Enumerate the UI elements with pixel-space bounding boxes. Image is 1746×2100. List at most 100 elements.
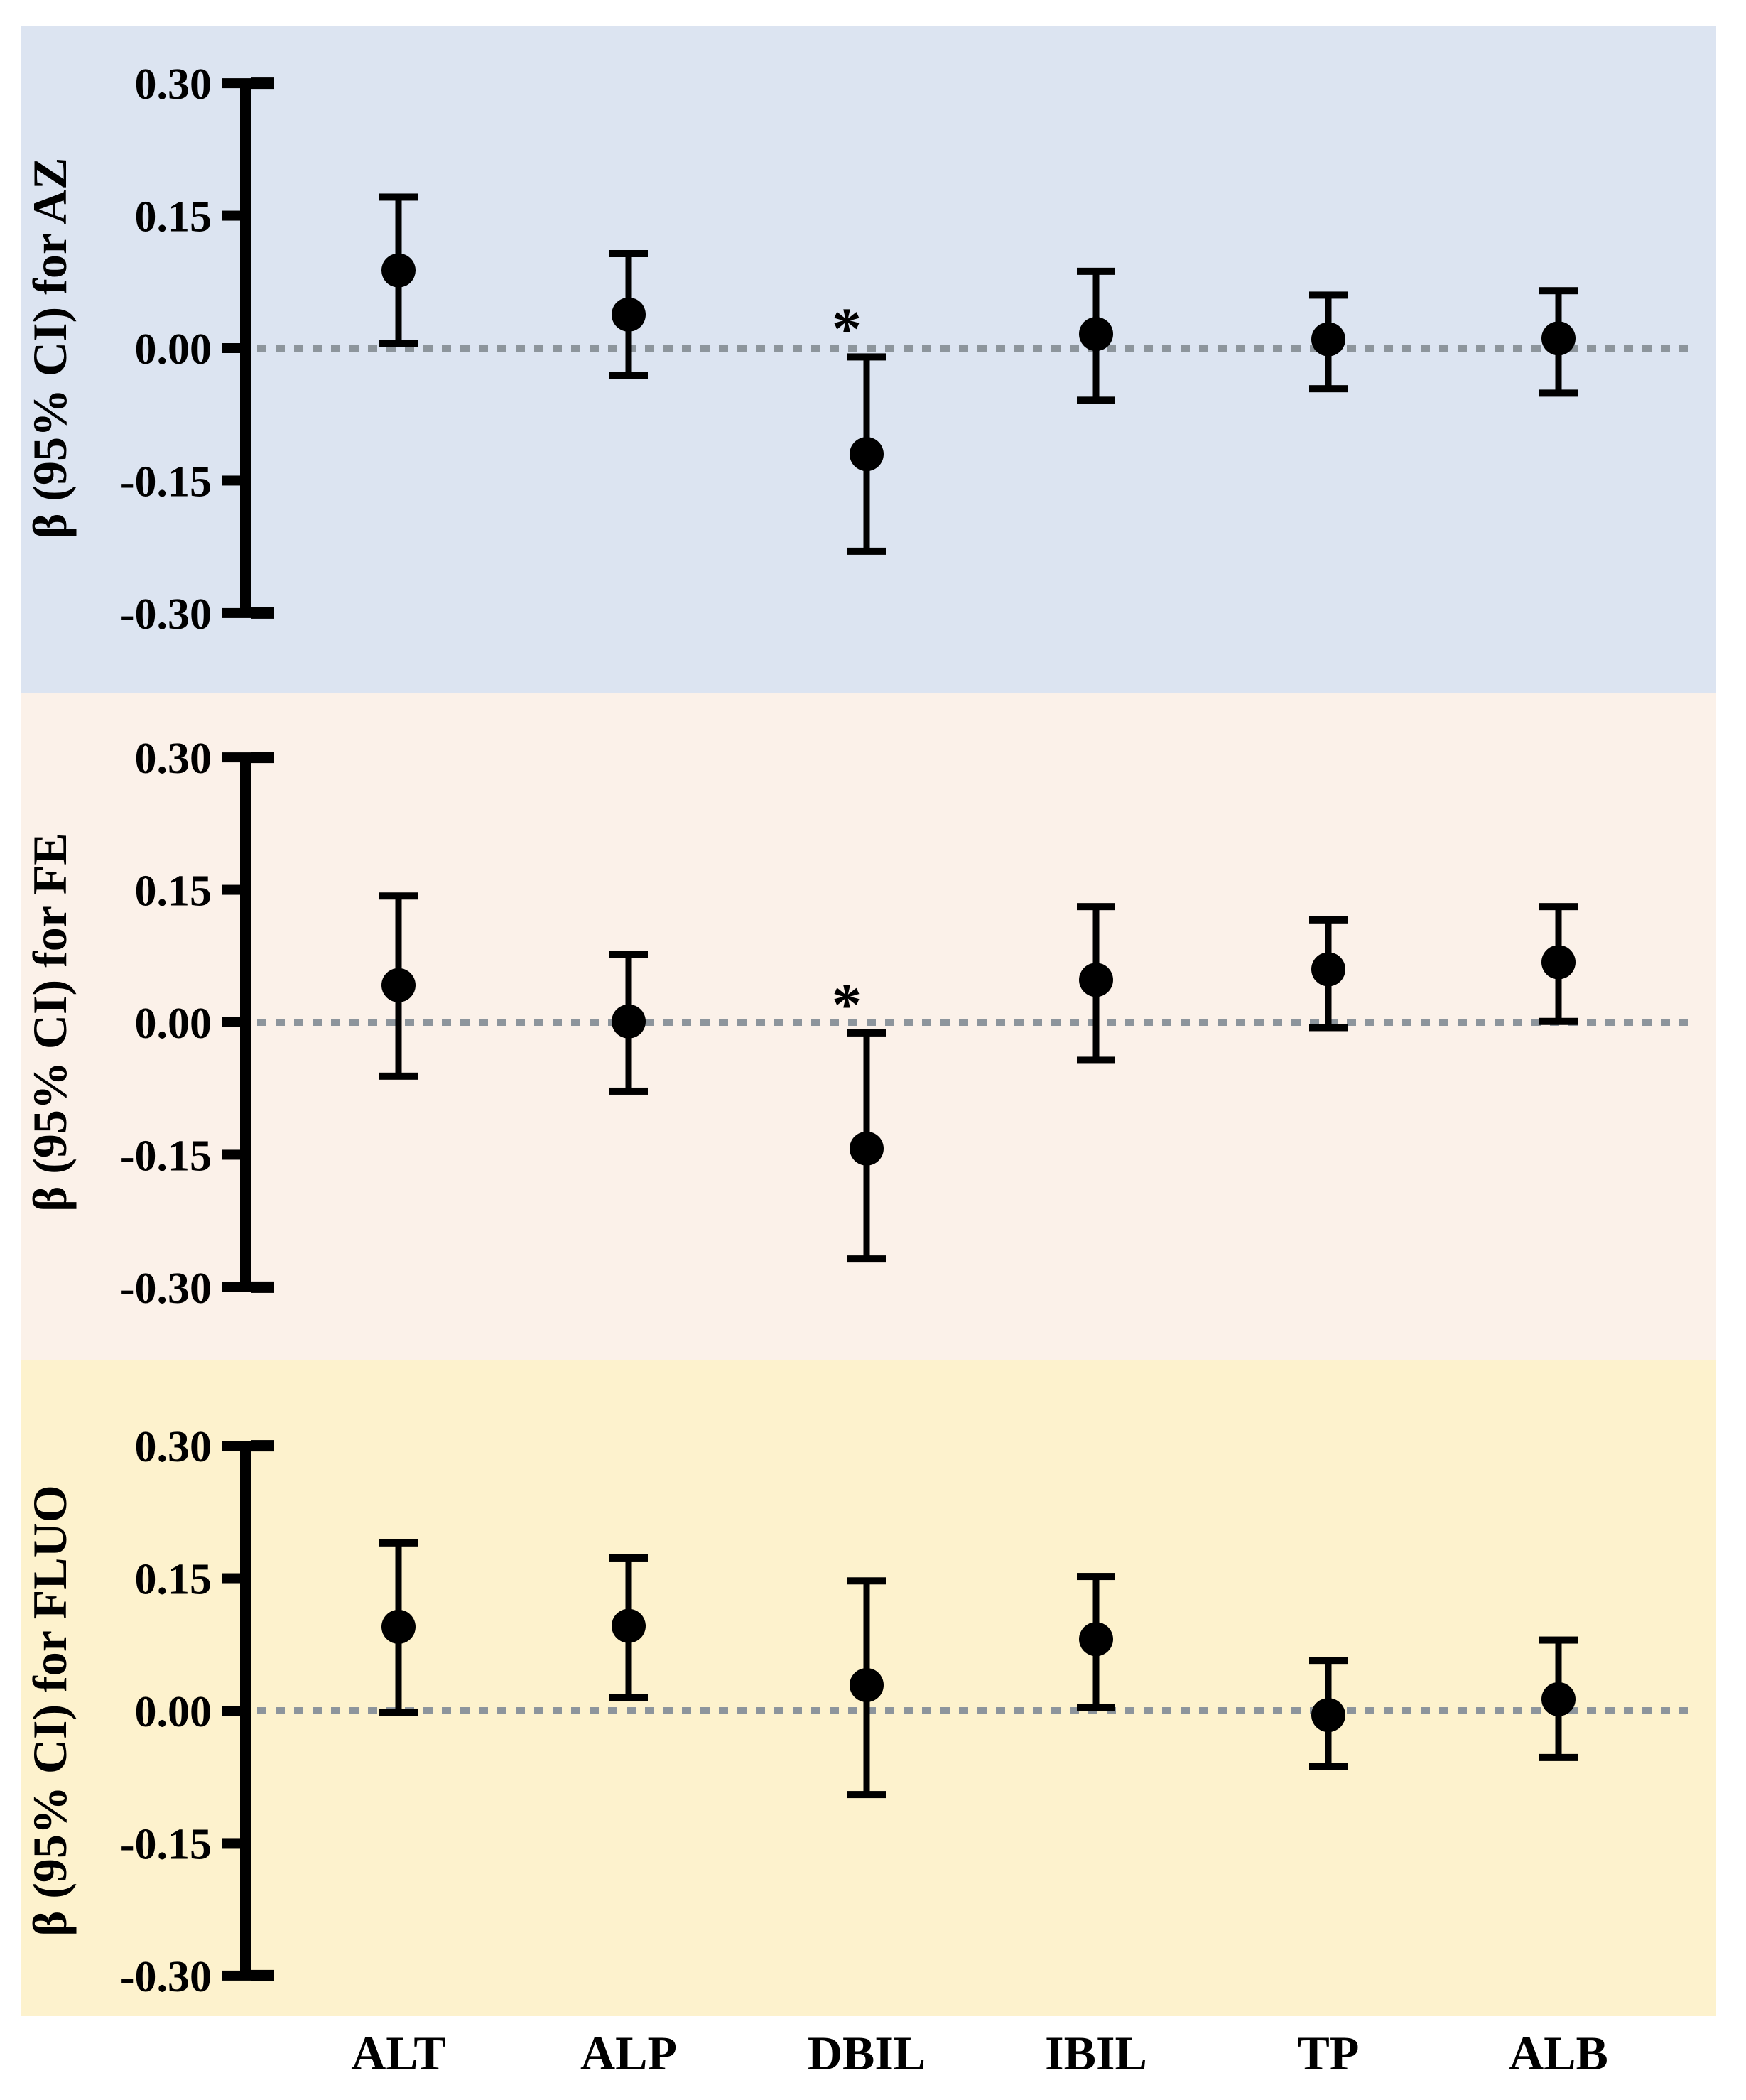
y-tick-label: 0.15 xyxy=(135,867,212,916)
ci-cap-upper xyxy=(1539,903,1578,911)
y-axis-end-tick xyxy=(251,607,274,619)
beta-point xyxy=(1079,963,1113,997)
y-axis-end-tick xyxy=(251,752,274,764)
y-axis-title-az: β (95% CI) for AZ xyxy=(23,158,77,539)
ci-cap-lower xyxy=(609,1694,648,1701)
ci-cap-upper xyxy=(847,353,886,361)
ci-cap-lower xyxy=(847,547,886,555)
y-tick-label: 0.30 xyxy=(135,1423,212,1471)
x-category-label: ALT xyxy=(351,2026,446,2080)
y-tick-label: -0.15 xyxy=(120,1132,212,1180)
ci-cap-lower xyxy=(1309,1763,1348,1770)
beta-point xyxy=(381,1609,416,1644)
y-axis-tick xyxy=(222,210,240,221)
ci-cap-upper xyxy=(379,193,418,201)
ci-cap-upper xyxy=(1539,287,1578,295)
beta-point xyxy=(612,1608,646,1643)
y-axis-end-tick xyxy=(251,1969,274,1981)
ci-cap-lower xyxy=(379,340,418,347)
ci-cap-lower xyxy=(609,372,648,379)
y-axis-spine xyxy=(240,752,251,1292)
significance-asterisk: * xyxy=(832,972,862,1038)
y-axis-title-fe: β (95% CI) for FE xyxy=(23,833,77,1211)
y-tick-label: -0.15 xyxy=(120,458,212,506)
ci-cap-upper xyxy=(1077,267,1115,275)
ci-cap-lower xyxy=(379,1709,418,1716)
ci-cap-upper xyxy=(609,1554,648,1562)
ci-cap-upper xyxy=(1077,903,1115,911)
x-category-label: DBIL xyxy=(808,2026,926,2080)
y-tick-label: 0.00 xyxy=(135,1688,212,1736)
y-axis-tick xyxy=(222,1149,240,1160)
x-category-label: ALP xyxy=(580,2026,677,2080)
beta-point xyxy=(1541,1682,1576,1716)
ci-cap-upper xyxy=(609,249,648,257)
y-axis-title-fluo: β (95% CI) for FLUO xyxy=(23,1485,77,1936)
beta-point xyxy=(1541,321,1576,356)
beta-point xyxy=(612,1004,646,1039)
ci-cap-upper xyxy=(1077,1573,1115,1581)
ci-cap-lower xyxy=(1309,385,1348,393)
beta-point xyxy=(850,1131,884,1166)
beta-point xyxy=(1311,322,1345,357)
ci-cap-lower xyxy=(1539,1753,1578,1761)
y-axis-spine xyxy=(240,78,251,618)
y-tick-label: -0.30 xyxy=(120,1265,212,1313)
y-tick-label: -0.30 xyxy=(120,590,212,639)
y-tick-label: 0.15 xyxy=(135,193,212,242)
y-tick-label: 0.30 xyxy=(135,735,212,783)
y-axis-tick xyxy=(222,1970,240,1981)
y-axis-spine xyxy=(240,1441,251,1981)
ci-cap-upper xyxy=(379,892,418,900)
y-axis-end-tick xyxy=(251,1281,274,1293)
ci-cap-lower xyxy=(1077,1056,1115,1064)
ci-cap-lower xyxy=(1309,1024,1348,1032)
beta-point xyxy=(1311,952,1345,987)
x-category-label: TP xyxy=(1298,2026,1360,2080)
ci-cap-lower xyxy=(1077,396,1115,404)
ci-cap-lower xyxy=(609,1087,648,1095)
y-tick-label: 0.00 xyxy=(135,325,212,374)
beta-point xyxy=(1079,1622,1113,1657)
chart-marks: 0.30 0.15 0.00 -0.15 -0.30 * 0.30 0.15 0.00 -0.15… xyxy=(120,60,1698,2080)
x-category-label: IBIL xyxy=(1045,2026,1147,2080)
y-axis-tick xyxy=(222,475,240,486)
ci-cap-upper xyxy=(1309,916,1348,924)
ci-cap-lower xyxy=(1539,1017,1578,1025)
ci-cap-lower xyxy=(379,1072,418,1080)
beta-point xyxy=(1079,317,1113,352)
beta-point xyxy=(381,968,416,1002)
y-axis-tick xyxy=(222,752,240,763)
y-axis-end-tick xyxy=(251,77,274,90)
y-tick-label: 0.15 xyxy=(135,1556,212,1604)
beta-point xyxy=(1541,945,1576,980)
y-axis-tick xyxy=(222,884,240,895)
y-axis-tick xyxy=(222,1282,240,1292)
beta-point xyxy=(612,297,646,332)
beta-point xyxy=(850,1667,884,1702)
y-tick-label: -0.30 xyxy=(120,1953,212,2001)
y-tick-label: 0.30 xyxy=(135,60,212,109)
x-category-label: ALB xyxy=(1509,2026,1608,2080)
beta-point xyxy=(850,437,884,472)
y-axis-tick xyxy=(222,1573,240,1584)
ci-cap-upper xyxy=(1539,1636,1578,1644)
y-axis-tick xyxy=(222,1706,240,1716)
y-axis-tick xyxy=(222,1441,240,1451)
ci-cap-lower xyxy=(1077,1704,1115,1711)
ci-cap-lower xyxy=(1539,389,1578,397)
ci-cap-lower xyxy=(847,1791,886,1799)
y-tick-label: -0.15 xyxy=(120,1820,212,1868)
ci-cap-upper xyxy=(1309,291,1348,299)
y-axis-tick xyxy=(222,1838,240,1849)
y-axis-tick xyxy=(222,607,240,618)
ci-cap-upper xyxy=(379,1539,418,1547)
ci-cap-upper xyxy=(609,951,648,958)
ci-cap-lower xyxy=(847,1255,886,1263)
y-axis-end-tick xyxy=(251,1440,274,1452)
ci-cap-upper xyxy=(1309,1657,1348,1665)
ci-cap-upper xyxy=(847,1029,886,1037)
beta-point xyxy=(381,253,416,288)
